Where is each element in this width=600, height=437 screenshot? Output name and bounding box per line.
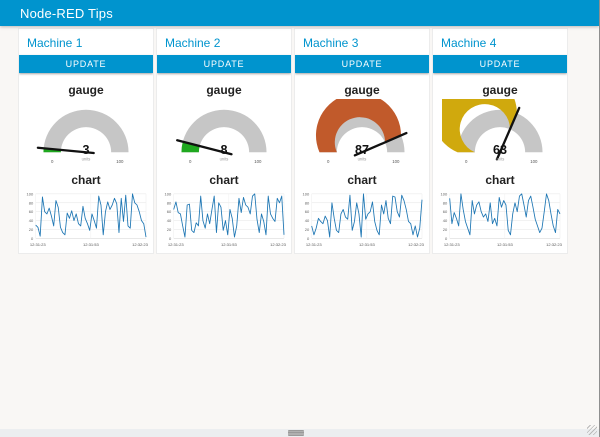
machine-card-2: Machine 2 UPDATE gauge 8 units 0 100 chart … xyxy=(156,28,292,254)
svg-text:100: 100 xyxy=(392,159,400,164)
svg-text:80: 80 xyxy=(305,200,310,205)
svg-text:0: 0 xyxy=(189,159,192,164)
machine-title: Machine 2 xyxy=(165,36,221,50)
svg-text:12:31:23: 12:31:23 xyxy=(444,242,461,247)
svg-text:0: 0 xyxy=(169,236,172,241)
svg-text:12:32:23: 12:32:23 xyxy=(408,242,425,247)
app-title: Node-RED Tips xyxy=(20,5,113,21)
svg-text:20: 20 xyxy=(443,227,448,232)
gauge-widget: gauge 87 units 0 100 xyxy=(295,83,429,165)
machine-title: Machine 1 xyxy=(27,36,83,50)
chart-widget: chart 0 20 40 60 80 100 12:31:23 12:31:53 12:32:… xyxy=(19,173,153,250)
chart-widget: chart 0 20 40 60 80 100 12:31:23 12:31:53 12:32:… xyxy=(433,173,567,250)
svg-text:3: 3 xyxy=(83,143,90,157)
machine-card-3: Machine 3 UPDATE gauge 87 units 0 100 chart… xyxy=(294,28,430,254)
svg-text:80: 80 xyxy=(167,200,172,205)
svg-text:100: 100 xyxy=(530,159,538,164)
svg-text:40: 40 xyxy=(167,218,172,223)
svg-text:0: 0 xyxy=(465,159,468,164)
svg-text:0: 0 xyxy=(31,236,34,241)
update-button[interactable]: UPDATE xyxy=(295,55,429,73)
update-button[interactable]: UPDATE xyxy=(157,55,291,73)
update-button[interactable]: UPDATE xyxy=(433,55,567,73)
line-chart: 0 20 40 60 80 100 12:31:23 12:31:53 12:32:23 xyxy=(302,191,425,247)
gauge-title: gauge xyxy=(68,83,104,97)
svg-text:20: 20 xyxy=(305,227,310,232)
svg-text:20: 20 xyxy=(167,227,172,232)
svg-text:12:31:23: 12:31:23 xyxy=(30,242,47,247)
svg-text:87: 87 xyxy=(355,143,369,157)
svg-text:12:31:23: 12:31:23 xyxy=(168,242,185,247)
svg-text:100: 100 xyxy=(164,191,172,196)
svg-text:100: 100 xyxy=(254,159,262,164)
chart-title: chart xyxy=(71,173,101,187)
svg-text:60: 60 xyxy=(167,209,172,214)
svg-text:40: 40 xyxy=(305,218,310,223)
svg-text:0: 0 xyxy=(51,159,54,164)
line-chart: 0 20 40 60 80 100 12:31:23 12:31:53 12:32:23 xyxy=(26,191,149,247)
machine-card-1: Machine 1 UPDATE gauge 3 units 0 100 chart … xyxy=(18,28,154,254)
svg-text:100: 100 xyxy=(116,159,124,164)
machine-title: Machine 4 xyxy=(441,36,497,50)
svg-text:12:31:53: 12:31:53 xyxy=(497,242,514,247)
chart-title: chart xyxy=(209,173,239,187)
svg-text:63: 63 xyxy=(493,143,507,157)
gauge-widget: gauge 63 units 0 100 xyxy=(433,83,567,165)
gauge-title: gauge xyxy=(344,83,380,97)
svg-text:20: 20 xyxy=(29,227,34,232)
machine-card-4: Machine 4 UPDATE gauge 63 units 0 100 chart… xyxy=(432,28,568,254)
update-button[interactable]: UPDATE xyxy=(19,55,153,73)
titlebar: Node-RED Tips xyxy=(0,0,599,26)
svg-text:12:31:53: 12:31:53 xyxy=(359,242,376,247)
chart-title: chart xyxy=(485,173,515,187)
chart-title: chart xyxy=(347,173,377,187)
scrollbar-thumb[interactable] xyxy=(288,430,304,436)
svg-text:12:32:23: 12:32:23 xyxy=(546,242,563,247)
resize-grip-icon[interactable] xyxy=(587,425,597,435)
svg-text:80: 80 xyxy=(29,200,34,205)
gauge-title: gauge xyxy=(482,83,518,97)
gauge-widget: gauge 3 units 0 100 xyxy=(19,83,153,165)
svg-text:60: 60 xyxy=(443,209,448,214)
svg-text:0: 0 xyxy=(327,159,330,164)
svg-text:0: 0 xyxy=(307,236,310,241)
svg-text:12:31:23: 12:31:23 xyxy=(306,242,323,247)
svg-text:units: units xyxy=(358,157,367,162)
svg-text:100: 100 xyxy=(440,191,448,196)
svg-text:0: 0 xyxy=(445,236,448,241)
svg-text:100: 100 xyxy=(302,191,310,196)
svg-text:units: units xyxy=(220,157,229,162)
svg-text:12:31:53: 12:31:53 xyxy=(221,242,238,247)
svg-text:units: units xyxy=(82,157,91,162)
horizontal-scrollbar[interactable] xyxy=(0,429,599,437)
dashboard-groups: Machine 1 UPDATE gauge 3 units 0 100 chart … xyxy=(18,28,568,254)
svg-text:40: 40 xyxy=(443,218,448,223)
svg-text:8: 8 xyxy=(221,143,228,157)
machine-title: Machine 3 xyxy=(303,36,359,50)
svg-text:60: 60 xyxy=(29,209,34,214)
gauge-widget: gauge 8 units 0 100 xyxy=(157,83,291,165)
svg-text:units: units xyxy=(496,157,505,162)
svg-text:12:32:23: 12:32:23 xyxy=(270,242,287,247)
chart-widget: chart 0 20 40 60 80 100 12:31:23 12:31:53 12:32:… xyxy=(157,173,291,250)
svg-text:40: 40 xyxy=(29,218,34,223)
svg-text:12:32:23: 12:32:23 xyxy=(132,242,149,247)
gauge-title: gauge xyxy=(206,83,242,97)
chart-widget: chart 0 20 40 60 80 100 12:31:23 12:31:53 12:32:… xyxy=(295,173,429,250)
svg-text:100: 100 xyxy=(26,191,34,196)
svg-text:12:31:53: 12:31:53 xyxy=(83,242,100,247)
line-chart: 0 20 40 60 80 100 12:31:23 12:31:53 12:32:23 xyxy=(164,191,287,247)
svg-text:60: 60 xyxy=(305,209,310,214)
line-chart: 0 20 40 60 80 100 12:31:23 12:31:53 12:32:23 xyxy=(440,191,563,247)
svg-text:80: 80 xyxy=(443,200,448,205)
